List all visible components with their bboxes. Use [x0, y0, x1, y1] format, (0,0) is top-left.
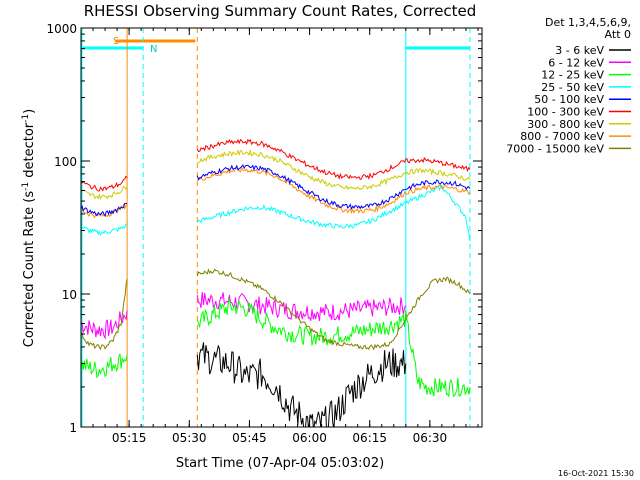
- y-tick-label: 100: [54, 155, 77, 169]
- series-line: [196, 292, 407, 322]
- legend-entry-label: 12 - 25 keV: [541, 69, 604, 82]
- series-line: [81, 185, 128, 201]
- series-line: [81, 223, 128, 236]
- series-line: [196, 148, 471, 191]
- legend-entry-label: 25 - 50 keV: [541, 81, 604, 94]
- series-line: [196, 342, 407, 427]
- y-tick-label: 1000: [46, 22, 77, 36]
- series-line: [81, 202, 128, 218]
- series-line: [81, 353, 128, 379]
- series-line: [81, 278, 128, 351]
- legend-entry-label: 7000 - 15000 keV: [506, 142, 604, 155]
- saa-label: S: [113, 36, 119, 47]
- annotations: [81, 28, 471, 427]
- legend-entry-label: 3 - 6 keV: [555, 44, 604, 57]
- legend-header-1: Det 1,3,4,5,6,9,: [545, 16, 631, 29]
- series-lines: [81, 138, 471, 427]
- series-line: [196, 298, 471, 398]
- series-line: [196, 138, 471, 181]
- x-tick-label: 06:00: [292, 431, 327, 445]
- series-line: [81, 203, 128, 219]
- series-line: [196, 268, 471, 351]
- x-tick-label: 05:45: [232, 431, 267, 445]
- series-line: [81, 310, 128, 340]
- chart-title: RHESSI Observing Summary Count Rates, Co…: [84, 2, 477, 20]
- legend-entry-label: 300 - 800 keV: [527, 118, 604, 131]
- x-tick-label: 06:30: [413, 431, 448, 445]
- x-tick-label: 05:30: [172, 431, 207, 445]
- legend-header-2: Att 0: [605, 28, 631, 41]
- timestamp: 16-Oct-2021 15:30: [558, 469, 634, 478]
- series-line: [196, 164, 471, 211]
- x-tick-label: 05:15: [112, 431, 147, 445]
- y-tick-label: 1: [69, 421, 77, 435]
- series-line: [196, 166, 471, 215]
- axes: 05:15 05:30 05:45 06:00 06:15 06:30 1 10 100 1000: [46, 22, 482, 445]
- series-line: [196, 184, 471, 242]
- legend-entry-label: 50 - 100 keV: [534, 93, 604, 106]
- night-label: N: [150, 44, 157, 55]
- y-tick-label: 10: [62, 288, 77, 302]
- plot-frame: [80, 27, 483, 428]
- x-tick-label: 06:15: [352, 431, 387, 445]
- legend-entry-label: 800 - 7000 keV: [520, 130, 604, 143]
- series-line: [81, 175, 128, 192]
- y-axis-label: Corrected Count Rate (s-1 detector-1): [21, 109, 37, 347]
- x-axis-label: Start Time (07-Apr-04 05:03:02): [176, 456, 384, 471]
- legend-entry-label: 100 - 300 keV: [527, 106, 604, 119]
- legend-entry-label: 6 - 12 keV: [548, 56, 604, 69]
